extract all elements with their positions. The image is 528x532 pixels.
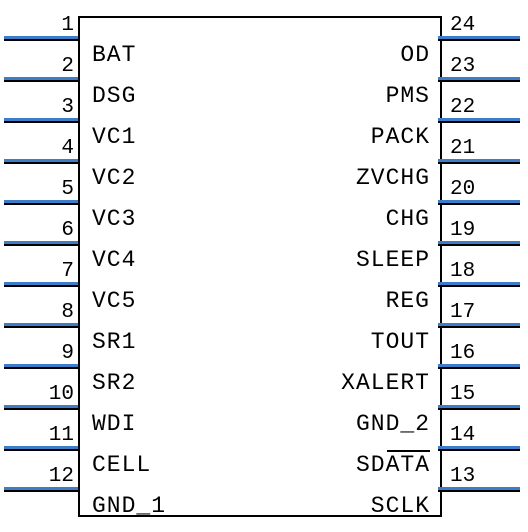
- right-pin-number: 22: [450, 96, 475, 119]
- left-pin-underline: [4, 326, 78, 328]
- right-pin-label: XALERT: [341, 370, 430, 396]
- right-pin-underline: [438, 244, 520, 246]
- right-pin-underline: [438, 162, 520, 164]
- right-pin-number: 15: [450, 383, 475, 406]
- left-pin-label: GND_1: [92, 493, 166, 519]
- left-pin-number: 3: [61, 96, 74, 119]
- right-pin-number: 13: [450, 465, 475, 488]
- left-pin-underline: [4, 285, 78, 287]
- right-pin-underline: [438, 449, 520, 451]
- right-pin-label: SCLK: [371, 493, 430, 519]
- left-pin-label: SR1: [92, 329, 136, 355]
- left-pin-label: SR2: [92, 370, 136, 396]
- chip-diagram: 1 BAT 2 DSG 3 VC1 4 VC2 5 VC3 6 VC4 7 VC5 8 SR1 9 SR2 10 WD…: [0, 0, 528, 532]
- right-pin-label: ZVCHG: [356, 165, 430, 191]
- left-pin-label: DSG: [92, 83, 136, 109]
- left-pin-underline: [4, 121, 78, 123]
- right-pin-number: 20: [450, 178, 475, 201]
- right-pin-underline: [438, 203, 520, 205]
- left-pin-number: 2: [61, 55, 74, 78]
- right-pin-label: SLEEP: [356, 247, 430, 273]
- left-pin-underline: [4, 408, 78, 410]
- left-pin-underline: [4, 39, 78, 41]
- right-pin-number: 21: [450, 137, 475, 160]
- right-pin-number: 19: [450, 219, 475, 242]
- left-pin-label: WDI: [92, 411, 136, 437]
- left-pin-label: VC1: [92, 124, 136, 150]
- left-pin-number: 9: [61, 342, 74, 365]
- right-pin-number: 17: [450, 301, 475, 324]
- left-pin-label: VC2: [92, 165, 136, 191]
- left-pin-underline: [4, 449, 78, 451]
- left-pin-underline: [4, 203, 78, 205]
- left-pin-label: CELL: [92, 452, 151, 478]
- left-pin-label: VC4: [92, 247, 136, 273]
- right-pin-underline: [438, 39, 520, 41]
- right-pin-underline: [438, 121, 520, 123]
- left-pin-number: 11: [49, 424, 74, 447]
- left-pin-underline: [4, 367, 78, 369]
- right-pin-number: 14: [450, 424, 475, 447]
- right-pin-label: OD: [400, 42, 430, 68]
- left-pin-label: VC5: [92, 288, 136, 314]
- right-pin-underline: [438, 490, 520, 492]
- left-pin-underline: [4, 244, 78, 246]
- left-pin-label: VC3: [92, 206, 136, 232]
- right-pin-underline: [438, 326, 520, 328]
- left-pin-number: 12: [49, 465, 74, 488]
- left-pin-number: 5: [61, 178, 74, 201]
- left-pin-underline: [4, 162, 78, 164]
- right-pin-label: GND_2: [356, 411, 430, 437]
- right-pin-underline: [438, 80, 520, 82]
- right-pin-label: PACK: [371, 124, 430, 150]
- right-pin-label: SDATA: [356, 452, 430, 478]
- left-pin-number: 7: [61, 260, 74, 283]
- left-pin-label: BAT: [92, 42, 136, 68]
- right-pin-label: PMS: [386, 83, 430, 109]
- right-pin-number: 18: [450, 260, 475, 283]
- left-pin-number: 6: [61, 219, 74, 242]
- right-pin-number: 23: [450, 55, 475, 78]
- overline: [387, 450, 431, 452]
- right-pin-number: 16: [450, 342, 475, 365]
- right-pin-number: 24: [450, 14, 475, 37]
- right-pin-label: CHG: [386, 206, 430, 232]
- right-pin-label: REG: [386, 288, 430, 314]
- left-pin-underline: [4, 490, 78, 492]
- left-pin-number: 4: [61, 137, 74, 160]
- left-pin-underline: [4, 80, 78, 82]
- left-pin-number: 1: [61, 14, 74, 37]
- left-pin-number: 8: [61, 301, 74, 324]
- right-pin-underline: [438, 285, 520, 287]
- right-pin-underline: [438, 367, 520, 369]
- right-pin-underline: [438, 408, 520, 410]
- right-pin-label: TOUT: [371, 329, 430, 355]
- left-pin-number: 10: [49, 383, 74, 406]
